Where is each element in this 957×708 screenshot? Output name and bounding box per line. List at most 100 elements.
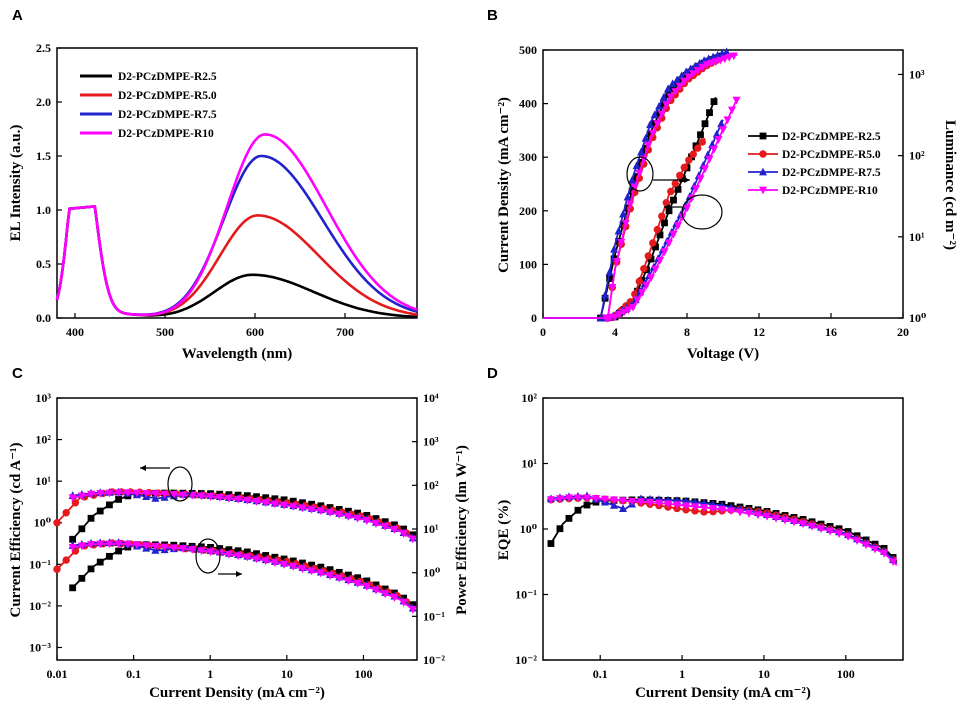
panel-c-power-efficiency-point-d2-pczdmpe-r10 [77, 542, 86, 551]
panel-c-current-efficiency-point-d2-pczdmpe-r2.5 [96, 507, 104, 515]
panel-c-power-efficiency-point-d2-pczdmpe-r10 [178, 545, 187, 553]
panel-b-current-point-d2-pczdmpe-r2.5 [656, 231, 664, 239]
panel-b-ytick-label: 0 [531, 311, 537, 325]
panel-a-ytick-label: 1.5 [36, 149, 51, 163]
panel-b-current-point-d2-pczdmpe-r10 [710, 145, 718, 154]
panel-b-luminance-line-d2-pczdmpe-r2.5 [599, 54, 724, 319]
panel-b-ytick-label: 200 [519, 204, 537, 218]
panel-c-power-efficiency-point-d2-pczdmpe-r10 [188, 546, 197, 554]
panel-b-ytick-label: 500 [519, 43, 537, 57]
panel-b-luminance-point-d2-pczdmpe-r10 [617, 238, 626, 247]
panel-c-current-efficiency-point-d2-pczdmpe-r10 [151, 490, 160, 499]
panel-b-ylabel: Current Density (mA cm⁻²) [496, 97, 512, 273]
panel-d-eqe-point-d2-pczdmpe-r10 [808, 522, 817, 531]
panel-b-luminance-point-d2-pczdmpe-r7.5 [601, 290, 610, 299]
panel-d-eqe-point-d2-pczdmpe-r2.5 [574, 506, 582, 514]
panel-c-current-efficiency-point-d2-pczdmpe-r10 [270, 500, 279, 509]
panel-b-annot-arrowhead-right [684, 177, 690, 183]
panel-d-eqe-point-d2-pczdmpe-r7.5 [618, 504, 627, 513]
panel-c-power-efficiency-point-d2-pczdmpe-r10 [169, 544, 178, 553]
panel-b-current-point-d2-pczdmpe-r10 [647, 274, 655, 283]
panel-d-eqe-point-d2-pczdmpe-r10 [817, 525, 826, 534]
panel-c-power-efficiency-point-d2-pczdmpe-r10 [252, 555, 261, 564]
panel-b-current-point-d2-pczdmpe-r10 [705, 155, 714, 164]
panel-b-current-point-d2-pczdmpe-r2.5 [670, 196, 677, 204]
panel-c-ytick-label: 10³ [35, 391, 51, 405]
panel-a-legend-label: D2-PCzDMPE-R5.0 [118, 90, 217, 102]
panel-d-eqe-point-d2-pczdmpe-r10 [609, 496, 618, 505]
panel-b-current-point-d2-pczdmpe-r2.5 [665, 207, 673, 215]
panel-d-ytick-label: 10² [521, 391, 537, 405]
panel-b-luminance-point-d2-pczdmpe-r7.5 [682, 67, 691, 76]
panel-b-luminance-point-d2-pczdmpe-r7.5 [605, 267, 614, 276]
panel-a-ytick-label: 2.5 [36, 41, 51, 55]
panel-b-luminance-point-d2-pczdmpe-r10 [626, 200, 635, 209]
panel-c-power-efficiency-point-d2-pczdmpe-r10 [142, 542, 151, 550]
panel-c-power-efficiency-point-d2-pczdmpe-r10 [206, 548, 215, 557]
panel-b-current-point-d2-pczdmpe-r5.0 [671, 179, 679, 188]
panel-c-y2tick-label: 10⁻¹ [423, 609, 445, 623]
panel-b-current-point-d2-pczdmpe-r2.5 [647, 255, 655, 263]
panel-c-power-efficiency-point-d2-pczdmpe-r2.5 [96, 558, 104, 566]
panel-b-luminance-point-d2-pczdmpe-r10 [621, 219, 630, 228]
panel-c-current-efficiency-point-d2-pczdmpe-r10 [243, 496, 252, 505]
panel-b-luminance-point-d2-pczdmpe-r2.5 [660, 100, 667, 108]
panel-d-eqe-point-d2-pczdmpe-r10 [871, 545, 880, 554]
panel-c-current-efficiency-point-d2-pczdmpe-r10 [105, 489, 114, 498]
panel-c-power-efficiency-point-d2-pczdmpe-r10 [68, 543, 77, 552]
panel-d-eqe-point-d2-pczdmpe-r10 [654, 499, 663, 508]
panel-c-current-efficiency-point-d2-pczdmpe-r2.5 [69, 535, 77, 543]
panel-c-current-efficiency-point-d2-pczdmpe-r10 [197, 492, 206, 501]
panel-a-xtick-label: 600 [246, 325, 264, 339]
panel-d-eqe-point-d2-pczdmpe-r10 [790, 518, 799, 527]
panel-c-power-efficiency-point-d2-pczdmpe-r10 [261, 557, 270, 566]
panel-c-current-efficiency-point-d2-pczdmpe-r10 [390, 526, 399, 534]
panel-c-current-efficiency-point-d2-pczdmpe-r2.5 [87, 514, 95, 522]
panel-d-eqe-point-d2-pczdmpe-r10 [672, 501, 681, 510]
panel-b-current-point-d2-pczdmpe-r10 [683, 204, 691, 213]
panel-d-xtick-label: 10 [758, 667, 770, 681]
panel-b-luminance-point-d2-pczdmpe-r7.5 [673, 75, 682, 84]
panel-b-luminance-point-d2-pczdmpe-r7.5 [659, 93, 668, 101]
panel-c-ytick-label: 10⁻³ [29, 640, 51, 654]
panel-b-luminance-point-d2-pczdmpe-r2.5 [646, 130, 654, 138]
panel-b-current-point-d2-pczdmpe-r2.5 [634, 287, 641, 295]
panel-b-current-point-d2-pczdmpe-r5.0 [653, 225, 661, 234]
panel-b-ytick-label: 300 [519, 150, 537, 164]
panel-a-label: A [12, 7, 23, 24]
panel-c-current-efficiency-point-d2-pczdmpe-r10 [160, 490, 169, 499]
panel-d-eqe-point-d2-pczdmpe-r10 [600, 495, 609, 504]
panel-b-current-point-d2-pczdmpe-r10 [692, 185, 700, 193]
panel-c-current-efficiency-point-d2-pczdmpe-r10 [234, 495, 243, 504]
panel-c-power-efficiency-point-d2-pczdmpe-r5.0 [53, 565, 61, 573]
panel-c-power-efficiency-point-d2-pczdmpe-r10 [105, 540, 114, 549]
panel-d-eqe-point-d2-pczdmpe-r2.5 [547, 540, 555, 547]
panel-c-current-efficiency-point-d2-pczdmpe-r2.5 [299, 499, 306, 507]
panel-c-xtick-label: 100 [354, 667, 372, 681]
panel-b-current-point-d2-pczdmpe-r10 [615, 311, 624, 319]
panel-c-current-efficiency-point-d2-pczdmpe-r10 [399, 530, 408, 538]
panel-c-axes-frame [56, 397, 418, 661]
panel-d-eqe-point-d2-pczdmpe-r10 [772, 514, 781, 523]
panel-b-current-point-d2-pczdmpe-r10 [714, 136, 723, 144]
panel-b-luminance-point-d2-pczdmpe-r10 [671, 88, 680, 97]
panel-b-legend-marker [759, 150, 767, 158]
panel-a-legend-label: D2-PCzDMPE-R10 [118, 128, 214, 140]
panel-b-current-point-d2-pczdmpe-r5.0 [631, 290, 639, 298]
panel-d-eqe-point-d2-pczdmpe-r10 [727, 507, 736, 516]
panel-a-ytick-label: 0.0 [36, 311, 51, 325]
panel-d-eqe-point-d2-pczdmpe-r10 [691, 503, 700, 512]
panel-b-luminance-point-d2-pczdmpe-r10 [662, 101, 671, 109]
panel-b-luminance-point-d2-pczdmpe-r7.5 [614, 226, 623, 235]
panel-b-luminance-point-d2-pczdmpe-r2.5 [655, 110, 663, 118]
panel-b-xtick-label: 20 [897, 325, 909, 339]
panel-a: A 400 500 600 700 0.0 0.5 1.0 1.5 2.0 2.5 Wavele… [8, 7, 418, 362]
panel-b-luminance-point-d2-pczdmpe-r7.5 [677, 71, 686, 80]
panel-b-luminance-point-d2-pczdmpe-r10 [639, 155, 648, 164]
panel-a-ytick-label: 0.5 [36, 257, 51, 271]
panel-c-power-efficiency-point-d2-pczdmpe-r10 [123, 540, 132, 549]
panel-c-power-efficiency-point-d2-pczdmpe-r2.5 [87, 565, 95, 573]
panel-c-current-efficiency-point-d2-pczdmpe-r10 [87, 490, 96, 499]
panel-c-current-efficiency-point-d2-pczdmpe-r2.5 [106, 501, 113, 509]
panel-b-current-point-d2-pczdmpe-r7.5 [712, 129, 721, 138]
